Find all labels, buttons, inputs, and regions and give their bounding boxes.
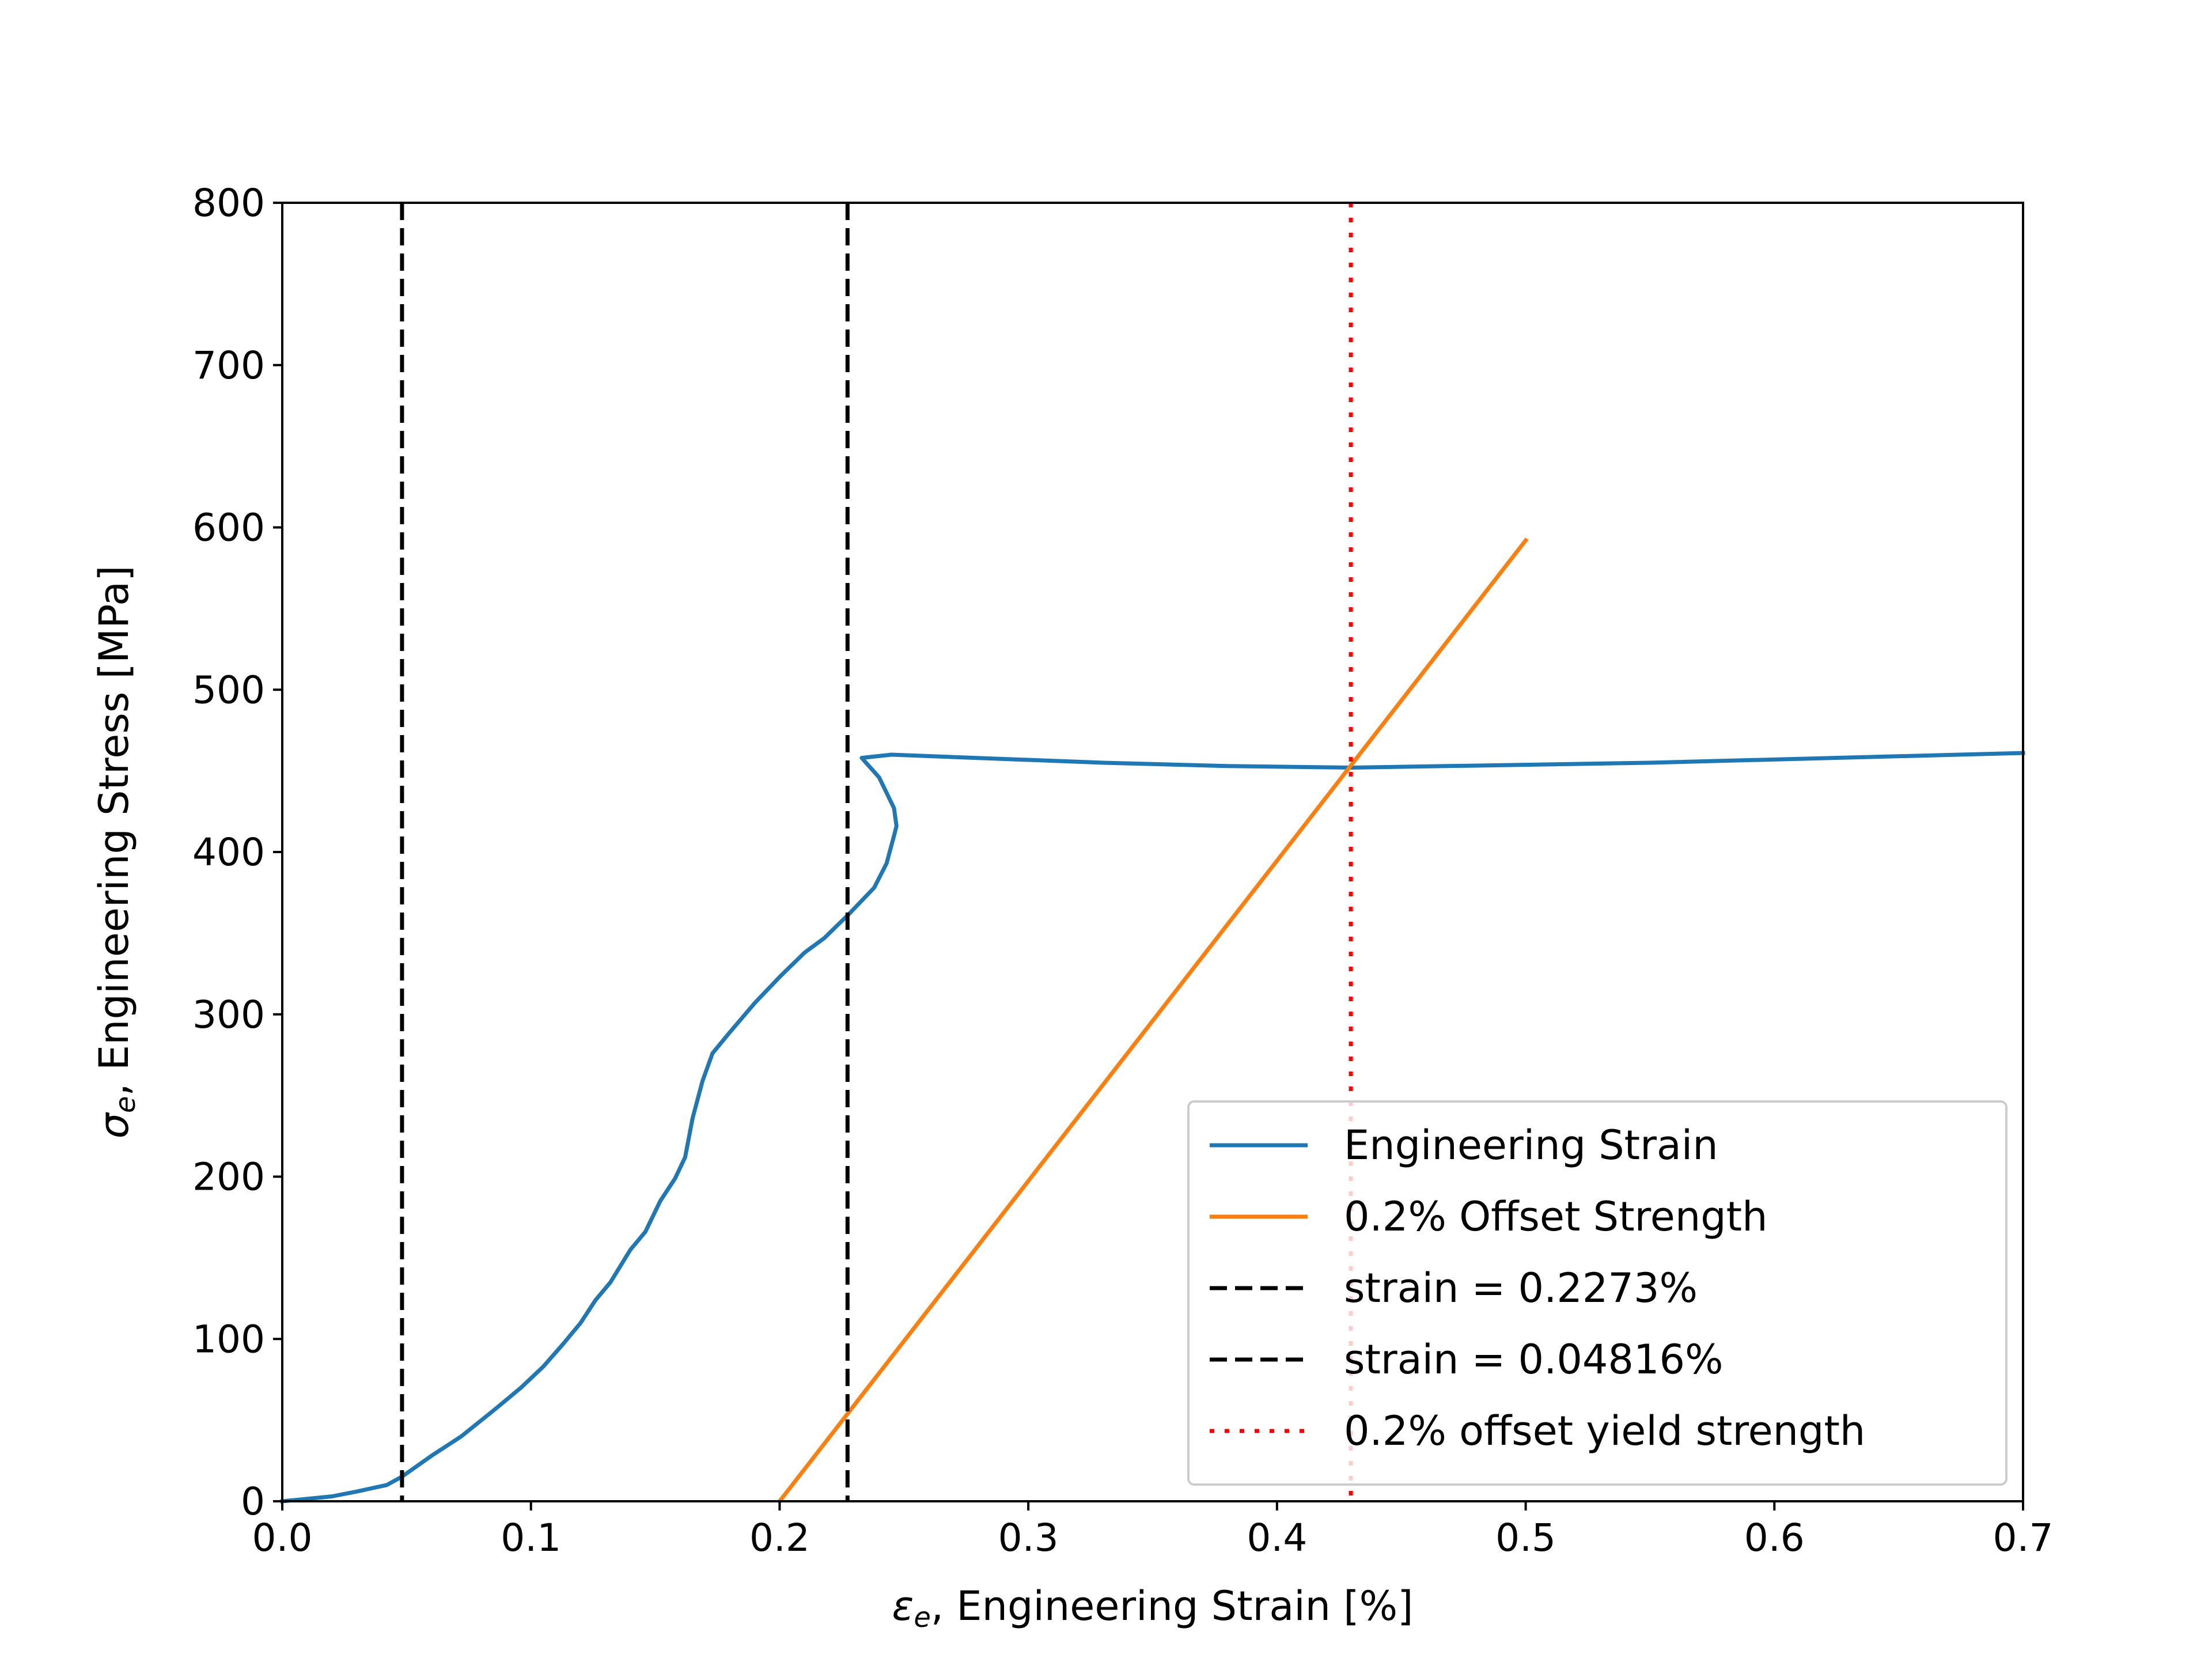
series-engineering-strain [280, 751, 2025, 1504]
x-axis: 0.0 0.1 0.2 0.3 0.4 0.5 0.6 0.7 [252, 1501, 2054, 1560]
x-tick-label: 0.0 [252, 1516, 313, 1560]
legend: Engineering Strain 0.2% Offset Strength … [1187, 1100, 2008, 1486]
x-tick-label: 0.2 [749, 1516, 810, 1560]
x-axis-label: εe, Engineering Strain [%] [892, 1583, 1414, 1634]
x-tick-label: 0.4 [1247, 1516, 1307, 1560]
y-tick-label: 200 [192, 1155, 265, 1199]
legend-label-engineering-strain: Engineering Strain [1344, 1122, 1718, 1169]
y-axis-label: σe, Engineering Stress [MPa] [90, 565, 142, 1138]
legend-label-strain-004816: strain = 0.04816% [1344, 1336, 1724, 1383]
legend-box [1187, 1100, 2008, 1486]
legend-label-strain-02273: strain = 0.2273% [1344, 1265, 1698, 1312]
y-axis: 0 100 200 300 400 500 600 700 800 [192, 181, 282, 1524]
x-tick-label: 0.6 [1744, 1516, 1805, 1560]
y-tick-label: 100 [192, 1317, 265, 1361]
y-tick-label: 600 [192, 506, 265, 550]
y-tick-label: 800 [192, 181, 265, 225]
x-tick-label: 0.7 [1993, 1516, 2054, 1560]
x-tick-label: 0.3 [998, 1516, 1059, 1560]
y-tick-label: 500 [192, 668, 265, 712]
y-tick-label: 400 [192, 830, 265, 874]
legend-label-offset-yield-strength: 0.2% offset yield strength [1344, 1407, 1865, 1455]
x-tick-label: 0.1 [501, 1516, 561, 1560]
legend-label-offset-strength: 0.2% Offset Strength [1344, 1193, 1767, 1240]
y-tick-label: 300 [192, 993, 265, 1037]
y-tick-label: 700 [192, 343, 265, 388]
series-0-2-offset-strength [777, 537, 1529, 1504]
y-tick-label: 0 [241, 1479, 265, 1524]
x-tick-label: 0.5 [1495, 1516, 1556, 1560]
